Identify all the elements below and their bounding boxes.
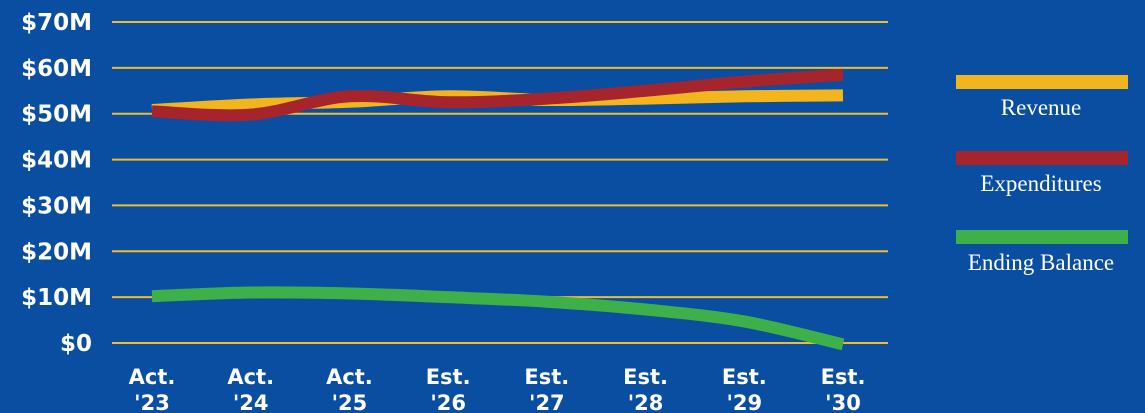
x-tick-label: Act. bbox=[129, 365, 176, 389]
legend-label: Ending Balance bbox=[968, 250, 1114, 275]
legend-label: Revenue bbox=[1001, 95, 1081, 120]
y-tick-label: $50M bbox=[21, 102, 92, 128]
legend: Revenue Expenditures Ending Balance bbox=[956, 75, 1128, 275]
x-tick-label: '27 bbox=[529, 391, 565, 413]
y-tick-label: $70M bbox=[21, 10, 92, 36]
series-lines bbox=[151, 68, 845, 351]
x-tick-label: '30 bbox=[825, 391, 861, 413]
x-axis-ticks: Act.'23Act.'24Act.'25Est.'26Est.'27Est.'… bbox=[129, 365, 866, 413]
legend-swatch bbox=[956, 151, 1128, 165]
y-tick-label: $60M bbox=[21, 56, 92, 82]
x-tick-label: Act. bbox=[326, 365, 373, 389]
x-tick-label: Est. bbox=[623, 365, 668, 389]
x-tick-label: '24 bbox=[233, 391, 269, 413]
legend-swatch bbox=[956, 75, 1128, 89]
x-tick-label: '29 bbox=[726, 391, 762, 413]
legend-label: Expenditures bbox=[980, 171, 1101, 196]
x-tick-label: Est. bbox=[821, 365, 866, 389]
y-tick-label: $30M bbox=[21, 193, 92, 219]
x-tick-label: Est. bbox=[426, 365, 471, 389]
y-tick-label: $40M bbox=[21, 148, 92, 174]
y-tick-label: $10M bbox=[21, 285, 92, 311]
series-line-1 bbox=[151, 68, 844, 122]
x-tick-label: Est. bbox=[524, 365, 569, 389]
x-tick-label: '25 bbox=[332, 391, 368, 413]
x-tick-label: Est. bbox=[722, 365, 767, 389]
x-tick-label: Act. bbox=[227, 365, 274, 389]
x-tick-label: '23 bbox=[134, 391, 170, 413]
x-tick-label: '26 bbox=[430, 391, 466, 413]
series-line-2 bbox=[151, 286, 845, 351]
legend-swatch bbox=[956, 230, 1128, 244]
x-tick-label: '28 bbox=[628, 391, 664, 413]
y-tick-label: $20M bbox=[21, 239, 92, 265]
y-tick-label: $0 bbox=[60, 331, 92, 357]
y-axis-ticks: $0 $10M $20M $30M $40M $50M $60M $70M bbox=[21, 10, 92, 357]
